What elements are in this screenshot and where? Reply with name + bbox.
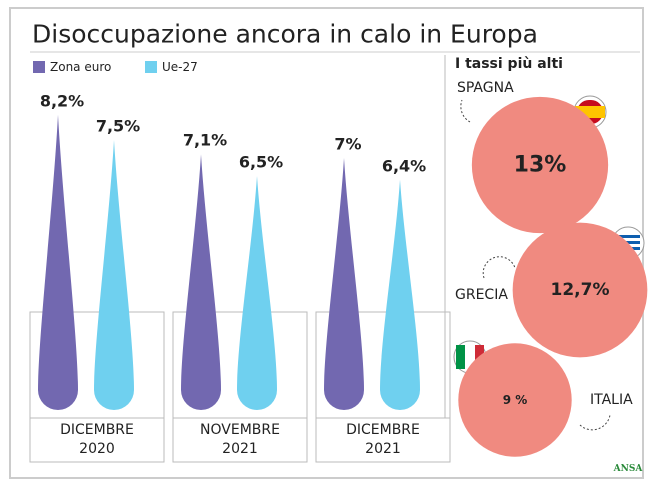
data-label: 8,2% — [39, 91, 85, 111]
legend-swatch — [33, 61, 45, 73]
data-label: 6,5% — [238, 152, 284, 172]
teardrop-bar — [94, 140, 134, 410]
label-box — [29, 417, 165, 463]
data-label: 7,5% — [95, 116, 141, 136]
pointer — [579, 414, 611, 431]
x-tick-label: DICEMBRE 2021 — [346, 422, 420, 457]
category-label: ITALIA — [590, 392, 633, 408]
legend-swatch — [145, 61, 157, 73]
category-label: GRECIA — [455, 287, 508, 303]
data-label: 13% — [513, 152, 567, 178]
bubble — [458, 343, 572, 457]
label-box — [172, 417, 308, 463]
x-tick-label: NOVEMBRE 2021 — [200, 422, 280, 457]
teardrop-bar — [38, 114, 78, 411]
bubble — [471, 96, 609, 234]
teardrop-bar — [324, 158, 364, 410]
legend-label: Ue-27 — [162, 60, 198, 74]
teardrop-bar — [237, 176, 277, 410]
legend-label: Zona euro — [50, 60, 112, 74]
data-label: 6,4% — [381, 156, 427, 176]
chart-title: Disoccupazione ancora in calo in Europa — [32, 19, 538, 49]
x-tick-label: DICEMBRE 2020 — [60, 422, 134, 457]
teardrop-bar — [380, 179, 420, 410]
data-label: 7,1% — [182, 130, 228, 150]
pointer — [460, 99, 471, 123]
panel-title: I tassi più alti — [455, 56, 563, 72]
data-label: 9 % — [502, 393, 528, 407]
label-box — [315, 417, 451, 463]
data-label: 7% — [334, 134, 362, 154]
data-label: 12,7% — [550, 280, 610, 300]
pointer — [482, 256, 516, 279]
source: ANSA — [613, 464, 643, 474]
bubble — [512, 222, 648, 358]
category-label: SPAGNA — [457, 80, 514, 96]
teardrop-bar — [181, 154, 221, 410]
